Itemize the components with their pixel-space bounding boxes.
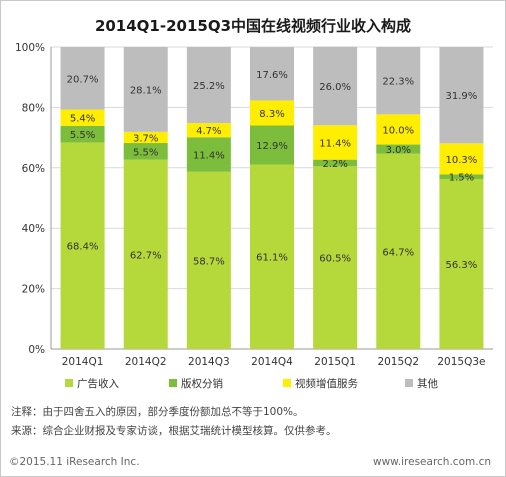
x-tick-label: 2015Q3e	[437, 356, 485, 368]
data-labels: 68.4% 5.5% 5.4% 20.7% 62.7% 5.5% 3.7% 28.1% 58.7…	[67, 70, 478, 271]
x-tick-label: 2014Q4	[251, 356, 293, 368]
copyright-text: ©2015.11 iResearch Inc.	[9, 456, 140, 468]
y-tick-label: 20%	[22, 284, 45, 296]
bar-segment	[313, 159, 358, 167]
data-label: 5.5%	[70, 130, 95, 141]
x-tick-label: 2014Q3	[188, 356, 230, 368]
y-axis-ticks: 0% 20% 40% 60% 80% 100%	[15, 42, 45, 356]
legend-label: 版权分销	[181, 377, 223, 390]
bar-segment	[123, 131, 168, 144]
notes: 注释：由于四舍五入的原因，部分季度份额加总不等于100%。 来源：综合企业财报及…	[11, 403, 501, 441]
bar-segment	[186, 47, 231, 124]
x-tick-label: 2014Q2	[125, 356, 167, 368]
x-tick-label: 2015Q2	[377, 356, 419, 368]
data-label: 26.0%	[319, 82, 351, 93]
legend-label: 其他	[417, 377, 438, 390]
data-label: 10.3%	[446, 155, 478, 166]
data-label: 5.5%	[133, 147, 158, 158]
bar-segment	[313, 46, 358, 126]
bar-segment	[60, 125, 105, 143]
x-tick-label: 2014Q1	[62, 356, 104, 368]
legend-swatch	[283, 379, 291, 387]
data-label: 61.1%	[256, 253, 288, 264]
legend-label: 视频增值服务	[295, 377, 358, 390]
data-label: 8.3%	[259, 109, 284, 120]
x-axis-ticks: 2014Q1 2014Q2 2014Q3 2014Q4 2015Q1 2015Q2 2015…	[62, 356, 486, 368]
legend-swatch	[405, 379, 413, 387]
bar-segment	[376, 144, 421, 154]
data-label: 2.2%	[322, 159, 347, 170]
bar-segment	[250, 164, 294, 349]
bar-segment	[439, 178, 484, 349]
data-label: 62.7%	[130, 250, 162, 261]
y-tick-label: 60%	[22, 163, 45, 175]
data-label: 20.7%	[67, 74, 99, 85]
bar-segment	[250, 100, 294, 126]
y-tick-label: 100%	[15, 42, 45, 54]
y-tick-label: 40%	[22, 223, 45, 235]
legend: 广告收入 版权分销 视频增值服务 其他	[65, 377, 438, 390]
data-label: 56.3%	[446, 260, 478, 271]
bar-segment	[186, 171, 231, 349]
bar-segment	[313, 166, 358, 349]
source-text: 来源：综合企业财报及专家访谈，根据艾瑞统计模型核算。仅供参考。	[11, 425, 337, 437]
bar-segment	[439, 143, 484, 175]
bar-segment	[186, 123, 231, 138]
data-label: 58.7%	[193, 256, 225, 267]
bar-segment	[250, 125, 294, 165]
legend-swatch	[65, 379, 73, 387]
data-label: 68.4%	[67, 242, 99, 253]
x-tick-label: 2015Q1	[314, 356, 356, 368]
y-tick-label: 80%	[22, 102, 45, 114]
note-text: 注释：由于四舍五入的原因，部分季度份额加总不等于100%。	[11, 406, 304, 418]
data-label: 64.7%	[382, 247, 414, 258]
bar-segment	[60, 109, 105, 126]
bar-segment	[186, 137, 231, 172]
data-label: 1.5%	[449, 173, 474, 184]
bar-segment	[123, 47, 168, 132]
bar-segment	[123, 159, 168, 349]
bar-segment	[439, 174, 484, 179]
y-tick-label: 0%	[28, 344, 45, 356]
bar-segment	[123, 143, 168, 160]
data-label: 4.7%	[196, 126, 221, 137]
data-label: 31.9%	[446, 91, 478, 102]
bar-segment	[439, 47, 484, 144]
data-label: 3.7%	[133, 133, 158, 144]
bar-segment	[376, 153, 421, 349]
bar-segment	[313, 125, 358, 160]
bar-segment	[60, 47, 105, 110]
data-label: 25.2%	[193, 81, 225, 92]
chart-title: 2014Q1-2015Q3中国在线视频行业收入构成	[95, 17, 411, 35]
legend-label: 广告收入	[77, 377, 119, 390]
data-label: 11.4%	[319, 138, 351, 149]
data-label: 10.0%	[382, 125, 414, 136]
data-label: 28.1%	[130, 85, 162, 96]
data-label: 11.4%	[193, 151, 225, 162]
data-label: 5.4%	[70, 114, 95, 125]
bars	[60, 46, 484, 349]
data-label: 22.3%	[382, 77, 414, 88]
bar-segment	[376, 47, 421, 115]
website-text: www.iresearch.com.cn	[372, 456, 491, 468]
bar-segment	[376, 114, 421, 145]
bar-segment	[60, 142, 105, 349]
data-label: 17.6%	[256, 70, 288, 81]
legend-swatch	[169, 379, 177, 387]
bar-segment	[250, 47, 294, 101]
data-label: 60.5%	[319, 254, 351, 265]
chart: 2014Q1-2015Q3中国在线视频行业收入构成 0% 20% 40% 60% 80%…	[15, 17, 493, 390]
data-label: 3.0%	[386, 145, 411, 156]
data-label: 12.9%	[256, 141, 288, 152]
